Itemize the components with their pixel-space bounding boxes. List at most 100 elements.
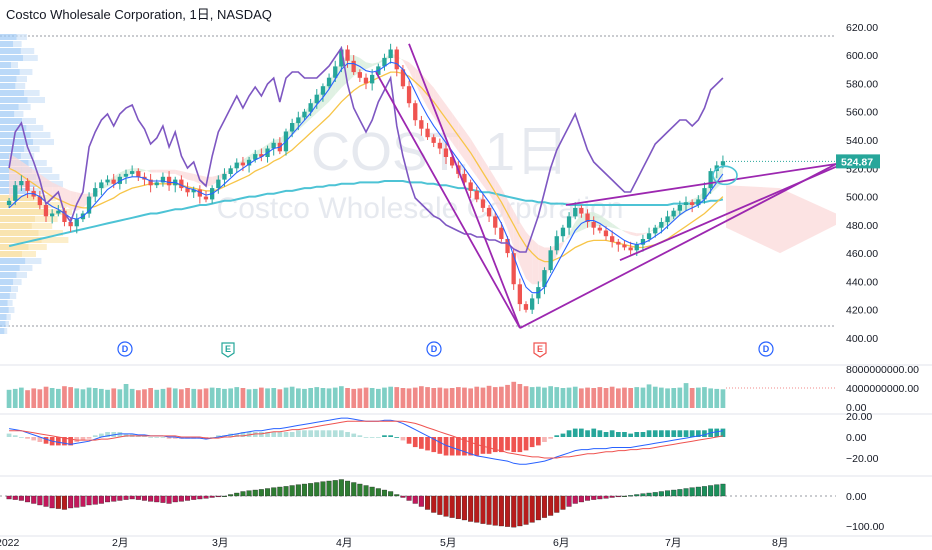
oscillator-bar [511, 495, 517, 528]
volume-bar [486, 385, 492, 408]
volume-bar [43, 386, 49, 408]
candle-body [585, 213, 590, 222]
dividend-marker[interactable]: D [426, 341, 442, 357]
oscillator-bar [381, 489, 387, 497]
price-tick-label: 620.00 [846, 22, 878, 34]
volume-profile-bar [20, 48, 35, 54]
volume-profile-bar [0, 62, 11, 68]
volume-bar [345, 388, 350, 408]
macd-histogram-bar [665, 430, 670, 437]
candle-body [308, 103, 313, 112]
volume-profile-bar [0, 125, 27, 131]
oscillator-bar [603, 495, 609, 499]
volume-bar [80, 389, 86, 408]
candle-body [19, 181, 24, 186]
volume-profile-bar [0, 90, 25, 96]
candle-body [271, 142, 276, 149]
candle-body [203, 196, 209, 200]
macd-histogram-bar [431, 437, 437, 453]
macd-histogram-bar [474, 437, 480, 456]
price-tick-label: 600.00 [846, 50, 878, 62]
volume-profile-bar [27, 97, 45, 103]
earnings-marker[interactable]: E [221, 342, 235, 358]
cloud-segment [519, 222, 526, 279]
volume-bar [634, 387, 640, 408]
dividend-marker[interactable]: D [758, 341, 774, 357]
oscillator-bar [197, 495, 203, 500]
cloud-segment [526, 231, 533, 285]
oscillator-bar [123, 495, 129, 500]
macd-histogram-bar [308, 430, 313, 437]
oscillator-bar [523, 495, 529, 525]
oscillator-bar [166, 495, 172, 504]
oscillator-bar [585, 495, 591, 501]
time-tick-label: 3月 [212, 537, 228, 549]
cloud-segment [150, 169, 157, 173]
volume-profile-bar [26, 125, 44, 131]
oscillator-bar [37, 495, 43, 506]
volume-bar [566, 387, 572, 408]
oscillator-bar [658, 491, 664, 497]
cloud-segment [359, 57, 366, 73]
pattern-trendline [375, 71, 521, 329]
cloud-segment [636, 233, 643, 237]
dividend-marker[interactable]: D [117, 341, 133, 357]
macd-histogram-bar [382, 435, 387, 437]
volume-bar [443, 388, 449, 408]
macd-histogram-bar [209, 437, 215, 438]
volume-bar [394, 387, 400, 408]
macd-histogram-bar [400, 437, 406, 441]
macd-histogram-bar [696, 430, 701, 437]
volume-bar [369, 388, 375, 408]
volume-bar [314, 387, 320, 408]
pattern-trendline [519, 163, 837, 329]
volume-bar [652, 386, 658, 408]
oscillator-bar [400, 495, 406, 498]
volume-bar [289, 386, 295, 408]
volume-profile-bar [0, 293, 10, 299]
candle-body [302, 111, 307, 118]
macd-histogram-bar [43, 437, 49, 444]
volume-bar [560, 388, 566, 408]
volume-profile-bar [41, 237, 69, 243]
macd-histogram-bar [505, 437, 510, 451]
price-tick-label: 480.00 [846, 220, 878, 232]
macd-histogram-bar [572, 428, 578, 437]
volume-bar [197, 389, 203, 408]
oscillator-bar [535, 495, 541, 521]
macd-histogram-bar [74, 437, 80, 442]
volume-bar [474, 386, 480, 408]
candle-body [413, 103, 418, 121]
oscillator-bar [480, 495, 486, 524]
event-marker-label: D [763, 344, 770, 354]
volume-profile-bar [0, 328, 5, 334]
oscillator-bar [320, 481, 326, 497]
volume-bar [382, 387, 387, 408]
candle-body [646, 233, 652, 239]
macd-histogram-bar [117, 432, 123, 437]
chart-title: Costco Wholesale Corporation, 1日, NASDAQ [6, 7, 272, 22]
oscillator-bar [185, 495, 191, 501]
volume-profile-bar [18, 104, 31, 110]
oscillator-bar [308, 483, 314, 497]
macd-histogram-bar [523, 437, 529, 451]
ma-fast-line [8, 61, 724, 294]
oscillator-bar [708, 485, 714, 497]
volume-bar [425, 387, 430, 408]
cloud-segment [107, 176, 114, 187]
price-tick-label: 420.00 [846, 305, 878, 317]
macd-histogram-bar [406, 437, 412, 444]
oscillator-bar [55, 495, 61, 509]
earnings-marker[interactable]: E [533, 342, 547, 358]
volume-tick-label: 4000000000.00 [846, 383, 919, 395]
candle-body [419, 120, 424, 129]
volume-bar [456, 387, 461, 408]
oscillator-bar [105, 495, 111, 503]
volume-bar [209, 387, 215, 408]
macd-histogram-bar [86, 437, 92, 439]
volume-profile-bar [16, 34, 27, 40]
macd-histogram-bar [234, 433, 240, 437]
cloud-forecast [726, 185, 836, 254]
